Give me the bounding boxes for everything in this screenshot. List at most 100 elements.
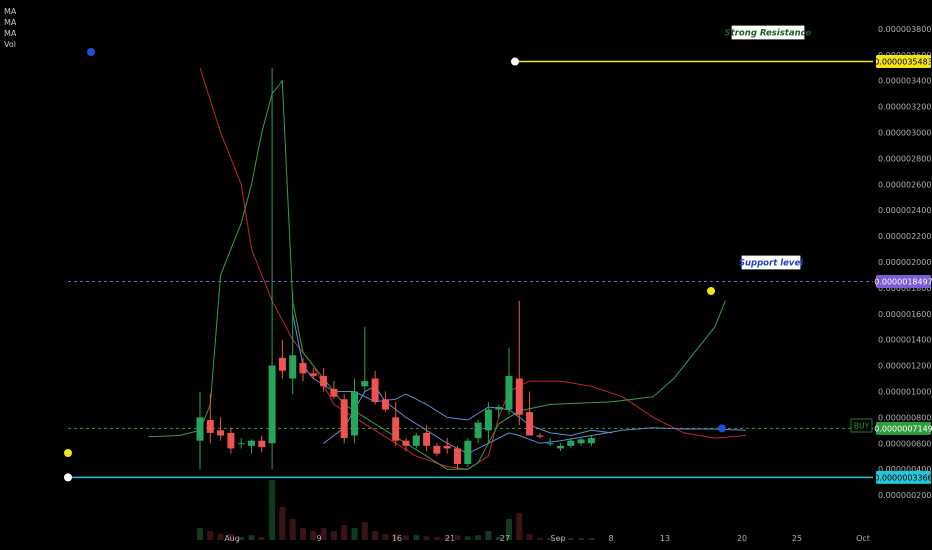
price-tick-label: 0.0000026000 (878, 180, 932, 189)
time-tick-label: 16 (392, 534, 402, 543)
time-tick-label: 9 (316, 534, 321, 543)
candle-body (484, 409, 492, 431)
candle-body (381, 399, 389, 410)
volume-bar (207, 531, 214, 540)
volume-bar (464, 536, 471, 540)
candle-body (495, 407, 503, 410)
candle-body (546, 443, 554, 445)
price-tick-label: 0.0000010000 (878, 387, 932, 396)
volume-bars (197, 480, 595, 540)
legend-ma-1[interactable]: MA (4, 7, 17, 16)
volume-bar (269, 480, 276, 540)
price-tick-label: 0.0000006000 (878, 439, 932, 448)
candle-body (340, 399, 348, 439)
time-axis[interactable]: Aug 9 16 21 27 Sep 8 13 20 25 Oct (224, 534, 870, 543)
volume-bar (392, 534, 399, 540)
resistance-price-tag-label: 0.0000035483 (874, 58, 932, 67)
legend-ma-3[interactable]: MA (4, 29, 17, 38)
candle-body (515, 378, 523, 415)
volume-bar (475, 535, 482, 540)
candle-body (402, 440, 410, 446)
candle-body (227, 432, 235, 449)
price-axis[interactable]: 0.00000380000.00000360000.00000340000.00… (874, 25, 932, 500)
time-tick-label: 21 (445, 534, 455, 543)
blue-anchor-dot (87, 48, 95, 56)
volume-bar (413, 535, 420, 540)
candle-body (474, 422, 482, 439)
resistance-label: Strong Resistance (725, 29, 812, 39)
time-tick-label: Aug (224, 534, 240, 543)
white-anchor-dot (511, 57, 519, 66)
price-tick-label: 0.0000002000 (878, 491, 932, 500)
candle-body (567, 440, 575, 446)
volume-bar (485, 531, 492, 540)
time-tick-label: 25 (792, 534, 802, 543)
time-tick-label: Sep (550, 534, 565, 543)
annotations: Strong Resistance Support level BUY (725, 25, 873, 433)
volume-bar (433, 537, 440, 540)
volume-bar (536, 538, 543, 540)
candle-body (443, 445, 451, 449)
volume-bar (382, 534, 389, 540)
volume-bar (526, 534, 533, 540)
candle-body (206, 419, 214, 433)
price-tick-label: 0.0000018000 (878, 284, 932, 293)
candle-body (196, 417, 204, 441)
candle-body (217, 430, 225, 436)
moving-averages (148, 67, 746, 470)
time-tick-label: 20 (737, 534, 747, 543)
support-price-tag-label: 0.0000018497 (874, 277, 932, 286)
price-tick-label: 0.0000008000 (878, 413, 932, 422)
candle-body (464, 440, 472, 464)
legend-ma-2[interactable]: MA (4, 18, 17, 27)
volume-bar (361, 522, 368, 540)
support-label: Support level (739, 259, 804, 269)
ma-line-1 (199, 67, 746, 470)
candles (196, 67, 595, 470)
candle-body (423, 432, 431, 446)
price-tick-label: 0.0000022000 (878, 232, 932, 241)
volume-bar (258, 537, 265, 540)
price-tick-label: 0.0000016000 (878, 310, 932, 319)
candle-body (309, 373, 317, 376)
volume-bar (506, 519, 512, 540)
volume-bar (423, 536, 430, 540)
candle-body (320, 375, 328, 387)
volume-bar (557, 538, 564, 540)
time-tick-label: 27 (500, 534, 510, 543)
ma-line-4 (323, 385, 746, 455)
price-tick-label: 0.0000032000 (878, 103, 932, 112)
volume-bar (341, 525, 348, 540)
volume-bar (310, 531, 317, 540)
candle-body (412, 435, 420, 446)
volume-bar (547, 538, 554, 540)
price-tick-label: 0.0000004000 (878, 465, 932, 474)
volume-bar (588, 538, 595, 540)
candle-body (392, 417, 400, 441)
volume-bar (330, 531, 337, 540)
resistance-label-box (731, 25, 805, 40)
candle-body (289, 355, 297, 379)
ma-line-2 (148, 79, 726, 470)
current-price-tag-label: 0.0000007149 (874, 424, 932, 433)
candle-body (268, 365, 276, 444)
volume-bar (227, 534, 234, 540)
white-anchor-dot (64, 473, 72, 482)
candle-body (577, 439, 585, 444)
candle-body (371, 378, 379, 402)
buy-label-box (850, 418, 873, 433)
volume-bar (248, 535, 255, 540)
volume-bar (300, 528, 306, 540)
candle-body (351, 391, 358, 436)
resistance-price-tag (876, 55, 931, 69)
yellow-anchor-dot (707, 287, 715, 295)
candle-body (526, 412, 534, 436)
buy-label: BUY (854, 422, 870, 431)
volume-bar (217, 534, 224, 540)
legend-vol[interactable]: Vol (4, 40, 16, 49)
volume-bar (289, 519, 296, 540)
candle-body (587, 438, 595, 444)
candle-body (433, 445, 441, 454)
indicator-legend: MA MA MA Vol (4, 6, 16, 50)
